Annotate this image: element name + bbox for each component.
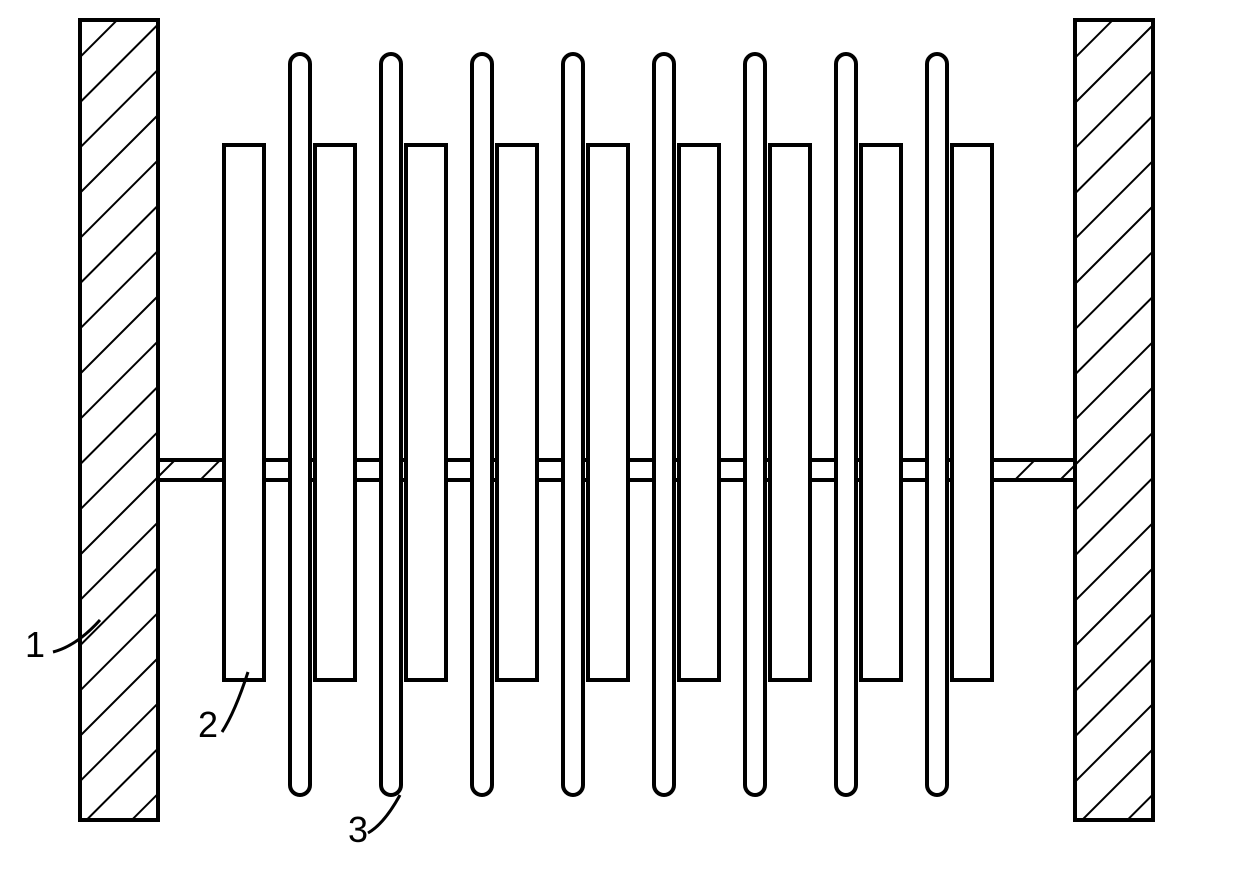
label-2: 2 [198, 704, 218, 746]
label-1: 1 [25, 624, 45, 666]
label-3: 3 [348, 809, 368, 851]
